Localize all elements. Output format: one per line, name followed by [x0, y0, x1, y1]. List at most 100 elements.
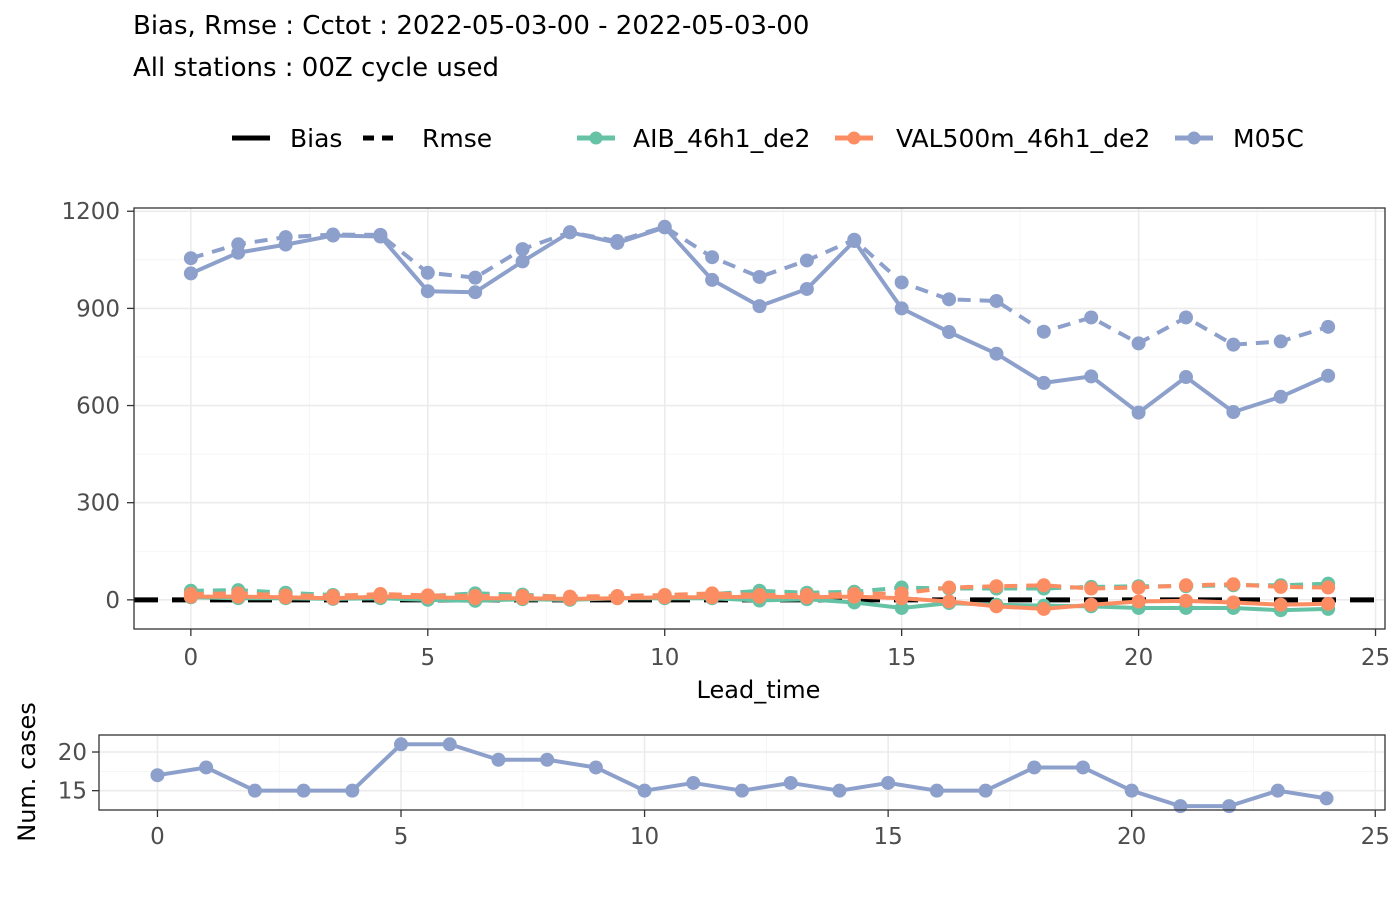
- point-m05c-rmse: [1131, 336, 1146, 351]
- point-val500m-46h1-de2-bias: [1226, 595, 1241, 610]
- x-tick-label: 15: [873, 824, 902, 850]
- point-m05c-rmse: [1084, 310, 1099, 325]
- point-m05c-bias: [373, 229, 388, 244]
- point-m05c-bias: [1178, 370, 1193, 385]
- point-m05c-bias: [468, 285, 483, 300]
- series-line-m05c-rmse: [190, 224, 1329, 347]
- point-m05c-rmse: [468, 270, 483, 285]
- point-val500m-46h1-de2-rmse: [942, 580, 957, 595]
- num-cases-panel: 0 5 10 15 20 25 15 20 Num. cases: [13, 702, 1390, 850]
- x-tick-label: 0: [184, 645, 199, 671]
- cases-point-m05c: [296, 783, 311, 798]
- x-tick-label: 0: [150, 824, 165, 850]
- point-val500m-46h1-de2-bias: [278, 590, 293, 605]
- point-val500m-46h1-de2-rmse: [1131, 580, 1146, 595]
- point-val500m-46h1-de2-bias: [1178, 593, 1193, 608]
- point-m05c-rmse: [1178, 310, 1193, 325]
- chart-subtitle: All stations : 00Z cycle used: [133, 53, 499, 83]
- point-val500m-46h1-de2-bias: [373, 589, 388, 604]
- point-m05c-bias: [610, 235, 625, 250]
- point-m05c-rmse: [1321, 319, 1336, 334]
- x-tick-label: 15: [887, 645, 916, 671]
- point-val500m-46h1-de2-bias: [752, 589, 767, 604]
- x-axis-title: Lead_time: [697, 676, 821, 704]
- cases-point-m05c: [929, 783, 944, 798]
- point-val500m-46h1-de2-bias: [847, 589, 862, 604]
- point-val500m-46h1-de2-rmse: [1178, 578, 1193, 593]
- point-m05c-bias: [1273, 389, 1288, 404]
- cases-point-m05c: [1222, 799, 1237, 814]
- cases-point-m05c: [1124, 783, 1139, 798]
- point-val500m-46h1-de2-bias: [468, 591, 483, 606]
- point-val500m-46h1-de2-bias: [231, 589, 246, 604]
- point-m05c-bias: [326, 228, 341, 243]
- point-m05c-rmse: [1036, 324, 1051, 339]
- x-tick-label: 25: [1361, 645, 1390, 671]
- point-m05c-bias: [231, 245, 246, 260]
- cases-point-m05c: [1075, 760, 1090, 775]
- cases-point-m05c: [394, 737, 409, 752]
- point-val500m-46h1-de2-bias: [183, 589, 198, 604]
- chart-title: Bias, Rmse : Cctot : 2022-05-03-00 - 202…: [133, 11, 809, 41]
- point-m05c-bias: [1131, 405, 1146, 420]
- point-val500m-46h1-de2-rmse: [1084, 581, 1099, 596]
- point-val500m-46h1-de2-bias: [610, 591, 625, 606]
- y-tick-label: 600: [76, 394, 120, 420]
- point-val500m-46h1-de2-bias: [657, 590, 672, 605]
- legend-label-bias: Bias: [290, 124, 342, 153]
- cases-point-m05c: [588, 760, 603, 775]
- point-val500m-46h1-de2-rmse: [989, 579, 1004, 594]
- legend: Bias Rmse AIB_46h1_de2 VAL500m_46h1_de2 …: [232, 124, 1304, 153]
- cases-point-m05c: [247, 783, 262, 798]
- legend-dot-m05c: [1187, 131, 1201, 145]
- y-tick-label: 15: [58, 779, 87, 805]
- point-val500m-46h1-de2-bias: [799, 590, 814, 605]
- point-val500m-46h1-de2-bias: [1273, 597, 1288, 612]
- point-val500m-46h1-de2-bias: [1131, 594, 1146, 609]
- point-val500m-46h1-de2-bias: [894, 591, 909, 606]
- point-val500m-46h1-de2-rmse: [1273, 579, 1288, 594]
- point-val500m-46h1-de2-bias: [989, 599, 1004, 614]
- point-m05c-rmse: [705, 250, 720, 265]
- point-m05c-bias: [562, 225, 577, 240]
- cases-point-m05c: [978, 783, 993, 798]
- point-m05c-rmse: [515, 242, 530, 257]
- point-aib-46h1-de2-bias: [894, 600, 909, 615]
- legend-dot-val500m: [847, 131, 861, 145]
- x-tick-label: 5: [420, 645, 435, 671]
- point-m05c-bias: [1036, 375, 1051, 390]
- cases-point-m05c: [540, 752, 555, 767]
- cases-point-m05c: [881, 775, 896, 790]
- cases-point-m05c: [832, 783, 847, 798]
- legend-label-val500m: VAL500m_46h1_de2: [896, 124, 1150, 153]
- cases-panel-border: [98, 734, 1386, 811]
- point-val500m-46h1-de2-bias: [1321, 596, 1336, 611]
- point-m05c-bias: [657, 220, 672, 235]
- y-tick-label: 1200: [61, 199, 120, 225]
- y-axis-title: Num. cases: [13, 702, 41, 841]
- cases-point-m05c: [1173, 799, 1188, 814]
- point-m05c-bias: [705, 272, 720, 287]
- cases-point-m05c: [1319, 791, 1334, 806]
- point-val500m-46h1-de2-bias: [515, 591, 530, 606]
- point-m05c-bias: [847, 234, 862, 249]
- cases-point-m05c: [1027, 760, 1042, 775]
- point-m05c-bias: [1321, 368, 1336, 383]
- point-val500m-46h1-de2-bias: [562, 591, 577, 606]
- point-m05c-rmse: [942, 292, 957, 307]
- point-m05c-bias: [1226, 405, 1241, 420]
- cases-point-m05c: [783, 775, 798, 790]
- cases-point-m05c: [345, 783, 360, 798]
- point-val500m-46h1-de2-bias: [420, 590, 435, 605]
- point-m05c-rmse: [989, 293, 1004, 308]
- point-m05c-bias: [1084, 369, 1099, 384]
- point-m05c-rmse: [799, 253, 814, 268]
- point-m05c-bias: [989, 346, 1004, 361]
- point-val500m-46h1-de2-rmse: [1226, 577, 1241, 592]
- point-m05c-bias: [183, 266, 198, 281]
- y-tick-label: 900: [76, 296, 120, 322]
- point-val500m-46h1-de2-rmse: [1036, 578, 1051, 593]
- point-m05c-bias: [278, 237, 293, 252]
- point-m05c-bias: [799, 281, 814, 296]
